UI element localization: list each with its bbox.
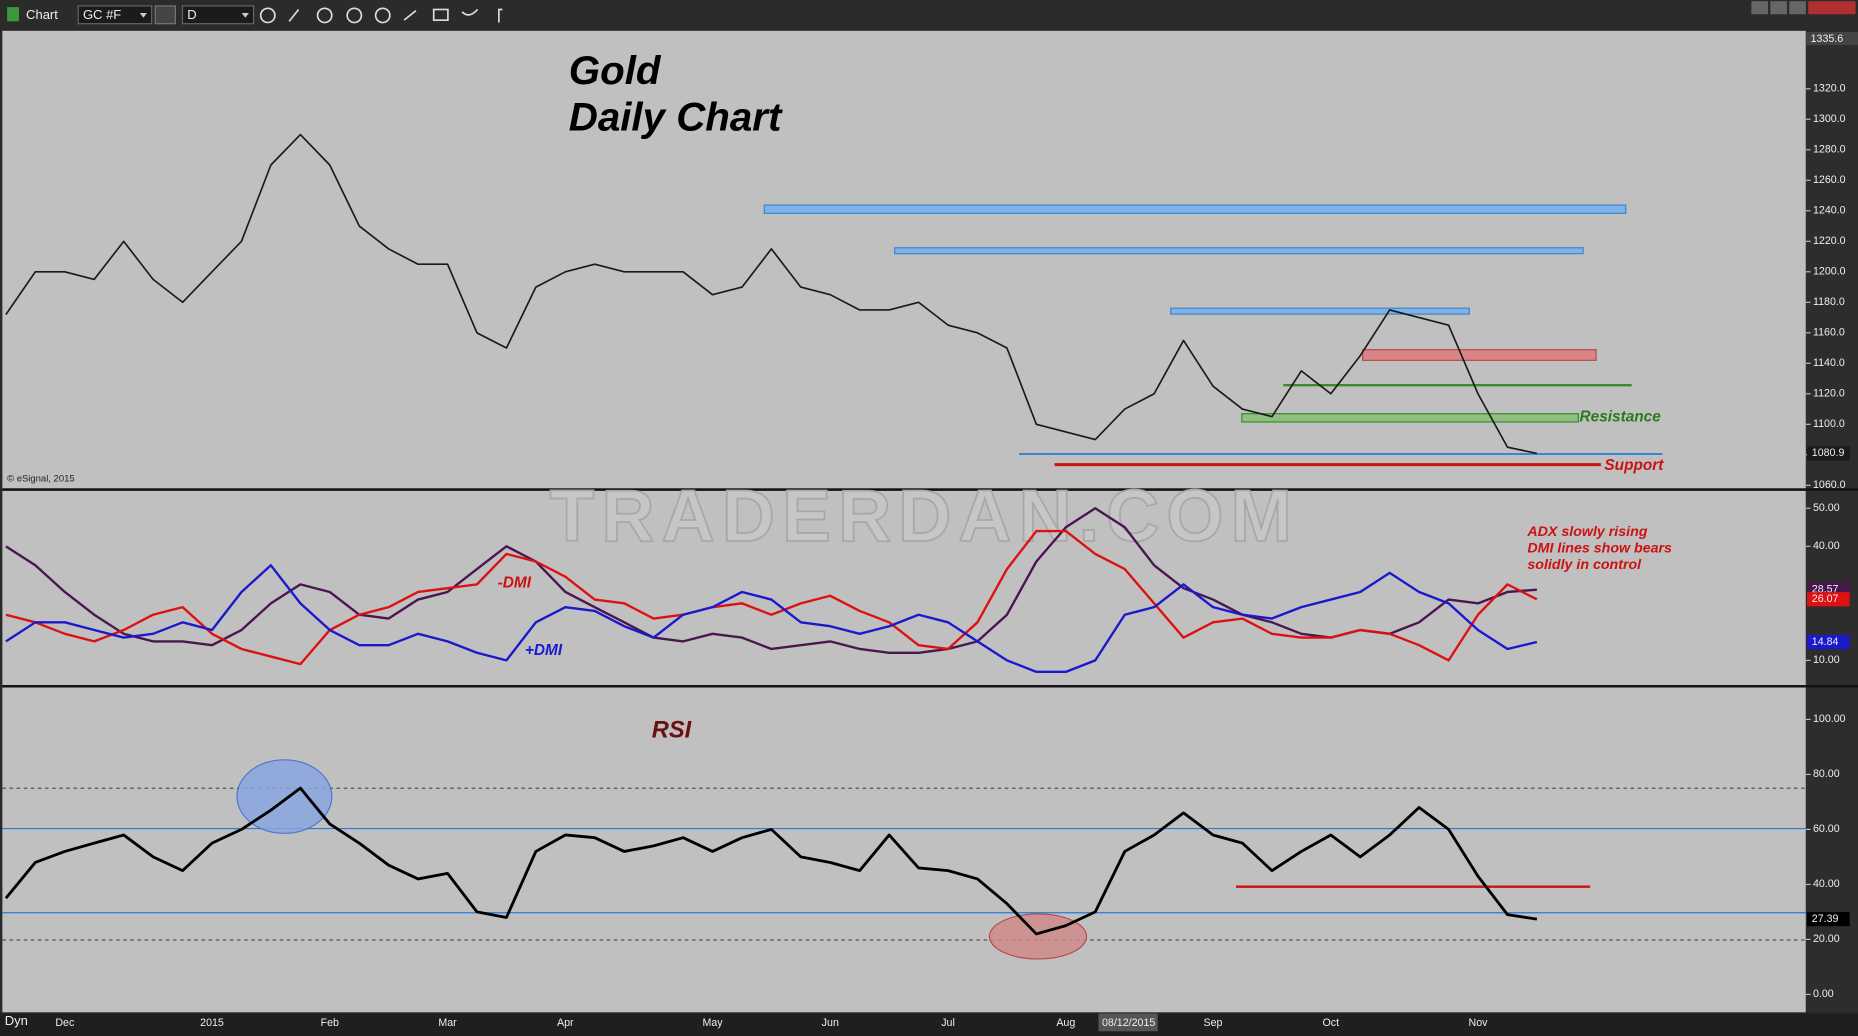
link-button[interactable] — [403, 10, 417, 21]
toolbar-title: Chart — [26, 7, 58, 22]
maximize-button[interactable] — [1789, 1, 1806, 15]
y-tick-label: 50.00 — [1813, 502, 1840, 514]
close-button[interactable] — [1808, 1, 1856, 15]
cursor-date: 08/12/2015 — [1102, 1017, 1155, 1029]
y-tick-label: 60.00 — [1813, 823, 1840, 835]
draw-button[interactable] — [288, 8, 300, 22]
x-tick-label: Oct — [1323, 1017, 1340, 1029]
y-tick-label: 1300.0 — [1813, 113, 1846, 125]
symbol-box[interactable] — [77, 5, 153, 25]
x-tick-label: Feb — [321, 1017, 339, 1029]
refresh-button[interactable] — [316, 7, 333, 24]
y-tick-label: 1280.0 — [1813, 144, 1846, 156]
x-tick-label: 2015 — [200, 1017, 224, 1029]
settings-button[interactable] — [154, 5, 176, 25]
interval[interactable]: D — [187, 7, 196, 22]
facebook-button[interactable] — [498, 8, 503, 23]
x-tick-label: Dec — [55, 1017, 75, 1029]
series-line — [5, 564, 1538, 674]
y-tick-label: 1120.0 — [1813, 388, 1845, 400]
last-value-box — [1807, 634, 1850, 650]
copyright: © eSignal, 2015 — [7, 473, 75, 484]
series-label: +DMI — [525, 642, 563, 659]
resistance-zone — [1362, 349, 1597, 361]
y-tick-label: 0.00 — [1813, 988, 1834, 1000]
x-tick-label: Jul — [941, 1017, 955, 1029]
y-tick-label: 1060.0 — [1813, 479, 1846, 491]
last-value-label: 27.39 — [1812, 913, 1839, 925]
x-tick-label: Sep — [1204, 1017, 1223, 1029]
watermark: TRADERDAN.COM — [550, 474, 1299, 557]
price-pane — [2, 30, 1806, 489]
annotation: ADX slowly rising — [1526, 524, 1647, 540]
chart-subtitle: Daily Chart — [569, 94, 783, 139]
axis-top-label: 1335.6 — [1811, 33, 1844, 45]
resistance-zone — [1241, 413, 1579, 423]
resistance-zone — [763, 204, 1627, 214]
interval-box[interactable] — [181, 5, 255, 25]
y-tick-label: 10.00 — [1813, 654, 1840, 666]
x-tick-label: Nov — [1469, 1017, 1489, 1029]
resistance-zone — [894, 247, 1584, 255]
last-value-box — [1807, 592, 1850, 607]
footer-mode: Dyn — [5, 1013, 28, 1028]
series-line — [5, 507, 1537, 654]
y-tick-label: 1140.0 — [1813, 357, 1845, 369]
x-tick-label: Apr — [557, 1017, 574, 1029]
last-value-label: 1080.9 — [1812, 447, 1845, 459]
y-tick-label: 20.00 — [1813, 933, 1840, 945]
chart-title: Gold — [569, 48, 662, 93]
y-tick-label: 1220.0 — [1813, 235, 1846, 247]
symbol[interactable]: GC #F — [83, 7, 121, 22]
clock-button[interactable] — [259, 7, 276, 24]
chart-icon — [7, 7, 19, 22]
pane-title: RSI — [652, 718, 692, 744]
resistance-zone — [1170, 307, 1470, 315]
chat-button[interactable] — [432, 8, 449, 21]
y-tick-label: 40.00 — [1813, 540, 1840, 552]
y-tick-label: 1160.0 — [1813, 327, 1845, 339]
highlight-ellipse — [988, 913, 1088, 960]
highlight-ellipse — [236, 759, 333, 834]
play-button[interactable] — [346, 7, 363, 24]
dropdown-arrow — [241, 13, 249, 18]
last-value-label: 26.07 — [1812, 593, 1839, 605]
help-button[interactable] — [1751, 1, 1768, 15]
cursor-box — [1098, 1013, 1158, 1032]
y-tick-label: 100.00 — [1813, 713, 1846, 725]
last-value-label: 14.84 — [1812, 636, 1839, 648]
series-line — [5, 133, 1538, 455]
y-tick-label: 40.00 — [1813, 878, 1840, 890]
y-tick-label: 1320.0 — [1813, 83, 1846, 95]
y-tick-label: 1180.0 — [1813, 296, 1845, 308]
annotation: Resistance — [1580, 408, 1662, 425]
y-tick-label: 1100.0 — [1813, 418, 1845, 430]
last-value-box — [1807, 446, 1850, 461]
x-tick-label: Aug — [1056, 1017, 1075, 1029]
axis-top-box — [1805, 32, 1858, 46]
y-tick-label: 1240.0 — [1813, 205, 1846, 217]
series-line — [4, 786, 1538, 936]
annotation: solidly in control — [1527, 557, 1642, 573]
annotation: DMI lines show bears — [1527, 541, 1672, 557]
dropdown-arrow — [139, 13, 147, 18]
x-tick-label: Mar — [438, 1017, 457, 1029]
x-tick-label: May — [702, 1017, 723, 1029]
minimize-button[interactable] — [1770, 1, 1787, 15]
x-tick-label: Jun — [822, 1017, 839, 1029]
last-value-box — [1807, 911, 1850, 927]
y-tick-label: 1200.0 — [1813, 266, 1846, 278]
annotation: Support — [1604, 457, 1664, 474]
series-label: -DMI — [498, 574, 532, 591]
twitter-button[interactable] — [461, 8, 479, 16]
series-line — [5, 529, 1538, 666]
y-tick-label: 80.00 — [1813, 768, 1840, 780]
time-axis — [0, 1013, 1858, 1036]
y-tick-label: 1260.0 — [1813, 174, 1846, 186]
alert-button[interactable] — [374, 7, 391, 24]
value-axis — [1805, 30, 1858, 1013]
toolbar — [0, 0, 1858, 29]
